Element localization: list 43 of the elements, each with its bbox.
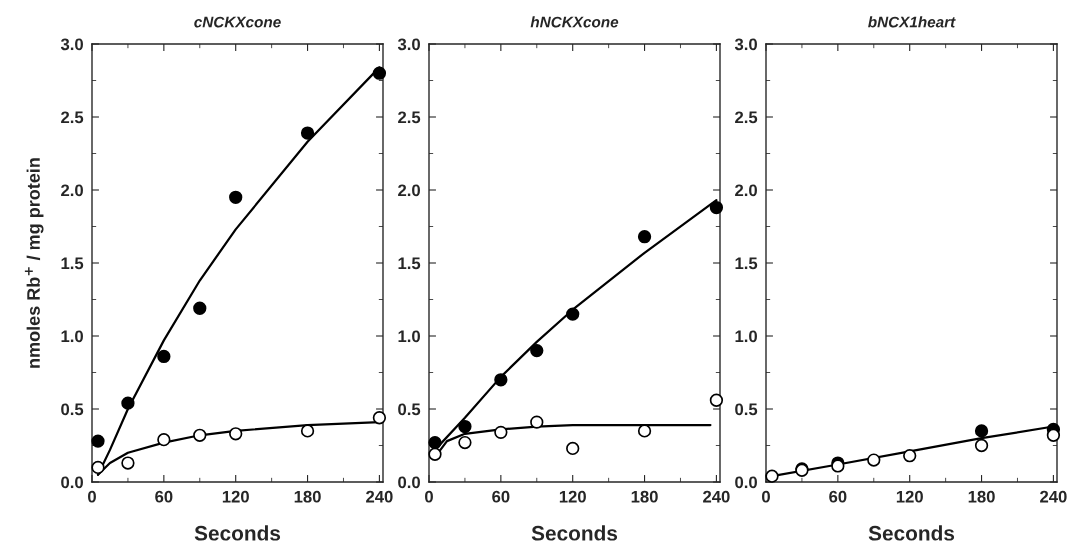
x-tick-label: 0 xyxy=(425,490,433,503)
x-tick-label: 180 xyxy=(968,490,995,503)
y-tick-label: 2.0 xyxy=(735,184,757,197)
y-tick-label: 0.0 xyxy=(398,476,420,489)
x-tick-label: 240 xyxy=(703,490,730,503)
chart-title: hNCKXcone xyxy=(530,16,619,28)
y-tick-label: 0.5 xyxy=(61,403,84,416)
y-axis-title: nmoles Rb$^{+}$ / mg protein xyxy=(24,158,44,368)
y-tick-label: 2.0 xyxy=(398,184,420,197)
x-tick-label: 120 xyxy=(222,490,249,503)
y-tick-label: 3.0 xyxy=(734,38,757,51)
y-tick-label: 2.5 xyxy=(398,111,421,124)
x-tick-label: 180 xyxy=(631,490,658,503)
y-tick-label: 1.5 xyxy=(61,257,84,270)
x-axis-title: Seconds xyxy=(194,525,281,541)
x-tick-label: 120 xyxy=(896,490,923,503)
x-tick-label: 180 xyxy=(294,490,321,503)
y-tick-label: 3.0 xyxy=(397,38,420,51)
x-tick-label: 60 xyxy=(492,490,510,503)
chart-title: bNCX1heart xyxy=(868,16,956,28)
y-tick-label: 0.5 xyxy=(398,403,421,416)
x-axis-title: Seconds xyxy=(868,525,955,541)
y-tick-label: 1.5 xyxy=(398,257,421,270)
y-tick-label: 1.0 xyxy=(398,330,420,343)
y-tick-label: 1.0 xyxy=(61,330,83,343)
x-axis-title: Seconds xyxy=(531,525,618,541)
y-tick-label: 2.5 xyxy=(61,111,84,124)
chart-title: cNCKXcone xyxy=(194,16,281,28)
y-tick-label: 2.5 xyxy=(735,111,758,124)
x-tick-label: 120 xyxy=(559,490,586,503)
x-tick-label: 0 xyxy=(762,490,770,503)
x-tick-label: 60 xyxy=(829,490,847,503)
y-tick-label: 1.0 xyxy=(735,330,757,343)
y-tick-label: 2.0 xyxy=(61,184,83,197)
y-tick-label: 1.5 xyxy=(735,257,758,270)
x-tick-label: 240 xyxy=(1040,490,1067,503)
y-tick-label: 0.0 xyxy=(61,476,83,489)
y-tick-label: 0.0 xyxy=(735,476,757,489)
x-tick-label: 60 xyxy=(155,490,173,503)
x-tick-label: 0 xyxy=(88,490,96,503)
y-tick-label: 3.0 xyxy=(60,38,83,51)
x-tick-label: 240 xyxy=(366,490,393,503)
y-tick-label: 0.5 xyxy=(735,403,758,416)
